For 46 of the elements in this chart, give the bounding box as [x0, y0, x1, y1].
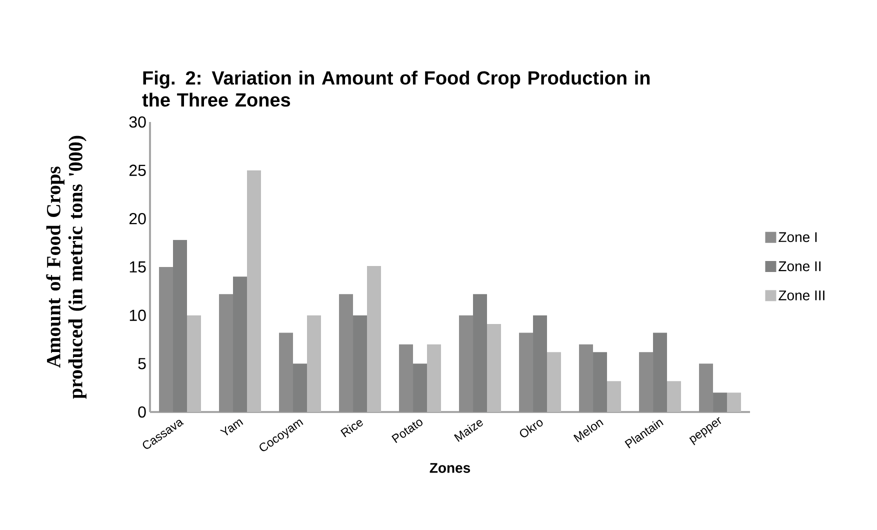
bar — [607, 381, 622, 412]
bar — [699, 364, 714, 412]
y-tick-label: 0 — [138, 406, 146, 418]
chart-title: Fig. 2: Variation in Amount of Food Crop Production in the Three Zones — [142, 70, 650, 107]
y-tick-label: 10 — [130, 310, 146, 321]
bar — [667, 381, 682, 412]
bar — [727, 392, 742, 412]
bar — [219, 294, 234, 412]
legend-label: Zone I — [778, 232, 817, 242]
bar — [547, 352, 562, 412]
bar — [367, 266, 382, 412]
y-tick-label: 5 — [138, 358, 146, 370]
y-axis-title: Amount of Food Crops produced (in metric tons '000) — [46, 136, 86, 399]
bar — [413, 364, 428, 412]
y-tick-label: 30 — [129, 116, 146, 128]
bar — [293, 364, 308, 412]
x-tick-label: Okro — [520, 420, 543, 438]
legend-label: Zone III — [778, 290, 824, 300]
bar — [593, 352, 608, 412]
bar — [399, 344, 414, 412]
bar — [427, 344, 442, 412]
y-tick-label: 20 — [129, 213, 146, 224]
bar — [307, 315, 322, 412]
bar — [639, 352, 654, 412]
bar — [459, 315, 474, 412]
bar — [353, 315, 368, 412]
bar — [487, 324, 502, 412]
bar — [579, 344, 594, 412]
bar — [159, 266, 174, 412]
x-tick-label: Rice — [340, 420, 363, 438]
bar — [279, 332, 294, 412]
bar — [653, 332, 668, 412]
bar — [339, 294, 354, 412]
y-tick-label: 25 — [129, 164, 146, 176]
x-axis-title: Zones — [430, 463, 470, 473]
bar — [247, 170, 262, 412]
bar — [473, 294, 488, 412]
bar — [187, 315, 202, 412]
bar — [233, 276, 248, 412]
bar — [519, 332, 534, 412]
y-tick-label: 15 — [130, 261, 146, 273]
x-tick-label: Yam — [220, 419, 244, 436]
bar — [173, 240, 187, 412]
legend-label: Zone II — [778, 261, 820, 272]
bar — [533, 315, 548, 412]
bar — [713, 392, 728, 412]
